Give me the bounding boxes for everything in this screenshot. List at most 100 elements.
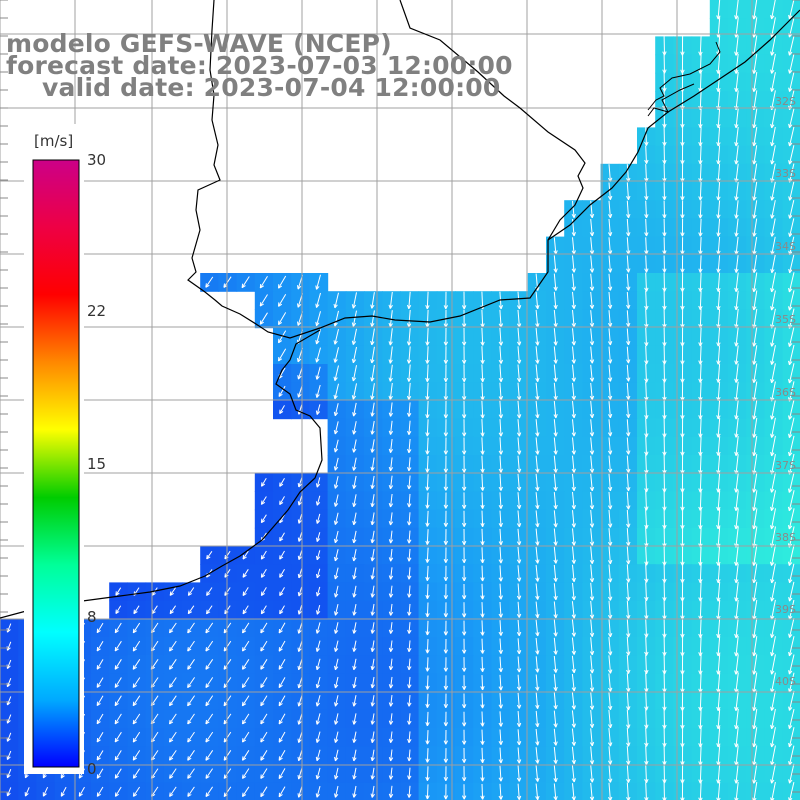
- wind-arrow: [607, 673, 613, 692]
- wind-arrow: [260, 640, 268, 652]
- wind-arrow: [480, 510, 485, 528]
- wind-arrow: [626, 273, 631, 291]
- wind-arrow: [770, 654, 776, 675]
- wind-arrow: [607, 691, 613, 710]
- lat-label: 32S: [775, 95, 796, 108]
- wind-arrow: [242, 659, 250, 670]
- wind-arrow: [315, 347, 321, 363]
- wind-arrow: [333, 292, 339, 309]
- wind-arrow: [407, 512, 412, 526]
- wind-arrow: [662, 145, 667, 165]
- wind-arrow: [716, 182, 721, 201]
- wind-arrow: [278, 640, 286, 652]
- wind-arrow: [535, 656, 540, 673]
- wind-arrow: [425, 602, 430, 618]
- wind-arrow: [187, 695, 196, 707]
- wind-arrow: [607, 564, 613, 583]
- wind-arrow: [607, 618, 613, 638]
- wind-arrow: [516, 565, 522, 582]
- wind-arrow: [333, 494, 339, 507]
- wind-arrow: [370, 640, 375, 652]
- wind-arrow: [406, 328, 412, 346]
- wind-arrow: [461, 474, 467, 491]
- wind-arrow: [406, 382, 412, 400]
- wind-arrow: [589, 455, 595, 473]
- wind-arrow: [461, 455, 467, 473]
- wind-arrow: [516, 528, 522, 546]
- wind-arrow: [553, 510, 558, 528]
- wind-arrow: [461, 602, 467, 618]
- wind-arrow: [770, 417, 776, 438]
- wind-arrow: [242, 550, 249, 560]
- wind-arrow: [370, 420, 375, 435]
- wind-arrow: [334, 676, 339, 689]
- wind-arrow: [315, 274, 321, 290]
- wind-arrow: [571, 564, 576, 583]
- wind-arrow: [333, 328, 339, 345]
- wind-arrow: [607, 255, 613, 273]
- wind-arrow: [680, 363, 685, 383]
- wind-arrow: [571, 601, 576, 619]
- wind-arrow: [734, 399, 739, 420]
- wind-arrow: [352, 421, 357, 435]
- wind-arrow: [498, 346, 504, 364]
- wind-arrow: [169, 587, 177, 596]
- wind-arrow: [770, 108, 776, 129]
- wind-arrow: [96, 677, 104, 688]
- wind-arrow: [115, 587, 122, 596]
- wind-arrow: [480, 437, 485, 455]
- wind-arrow: [297, 676, 303, 689]
- wind-arrow: [461, 346, 467, 364]
- wind-arrow: [516, 711, 522, 727]
- wind-arrow: [352, 494, 357, 508]
- wind-arrow: [278, 695, 286, 707]
- wind-arrow: [680, 290, 685, 310]
- wind-arrow: [388, 346, 393, 364]
- wind-arrow: [734, 345, 739, 365]
- wind-arrow: [607, 655, 613, 674]
- wind-arrow: [770, 72, 776, 92]
- wind-arrow: [352, 530, 357, 544]
- wind-arrow: [461, 437, 467, 455]
- wind-arrow: [461, 492, 467, 509]
- wind-arrow: [788, 563, 795, 584]
- wind-arrow: [734, 181, 739, 201]
- wind-arrow: [114, 713, 122, 725]
- wind-arrow: [370, 494, 375, 508]
- wind-arrow: [132, 713, 141, 725]
- wind-arrow: [788, 108, 795, 129]
- wind-arrow: [461, 382, 467, 401]
- wind-arrow: [480, 455, 485, 473]
- wind-arrow: [553, 637, 558, 655]
- wind-arrow: [716, 399, 721, 420]
- wind-arrow: [443, 638, 449, 654]
- wind-arrow: [516, 619, 522, 637]
- wind-arrow: [716, 690, 721, 711]
- wind-arrow: [662, 182, 667, 201]
- wind-arrow: [788, 636, 795, 657]
- wind-arrow: [443, 291, 449, 310]
- wind-arrow: [388, 402, 394, 417]
- wind-arrow: [388, 695, 394, 707]
- wind-arrow: [734, 508, 739, 530]
- wind-arrow: [461, 510, 467, 527]
- wind-arrow: [716, 563, 721, 584]
- wind-arrow: [734, 327, 739, 347]
- colorbar-tick-15: 15: [87, 455, 107, 473]
- wind-arrow: [589, 437, 595, 455]
- wind-arrow: [388, 530, 394, 544]
- wind-arrow: [480, 656, 485, 672]
- wind-arrow: [680, 327, 685, 347]
- wind-arrow: [571, 200, 576, 218]
- wind-arrow: [407, 438, 412, 454]
- wind-arrow: [607, 491, 613, 510]
- wind-arrow: [589, 291, 595, 309]
- wind-arrow: [425, 510, 430, 527]
- wind-arrow: [334, 640, 339, 652]
- wind-arrow: [662, 345, 667, 365]
- wind-arrow: [770, 181, 776, 201]
- wind-arrow: [752, 472, 758, 493]
- wind-arrow: [351, 328, 357, 345]
- wind-arrow: [535, 546, 540, 564]
- wind-arrow: [589, 491, 595, 510]
